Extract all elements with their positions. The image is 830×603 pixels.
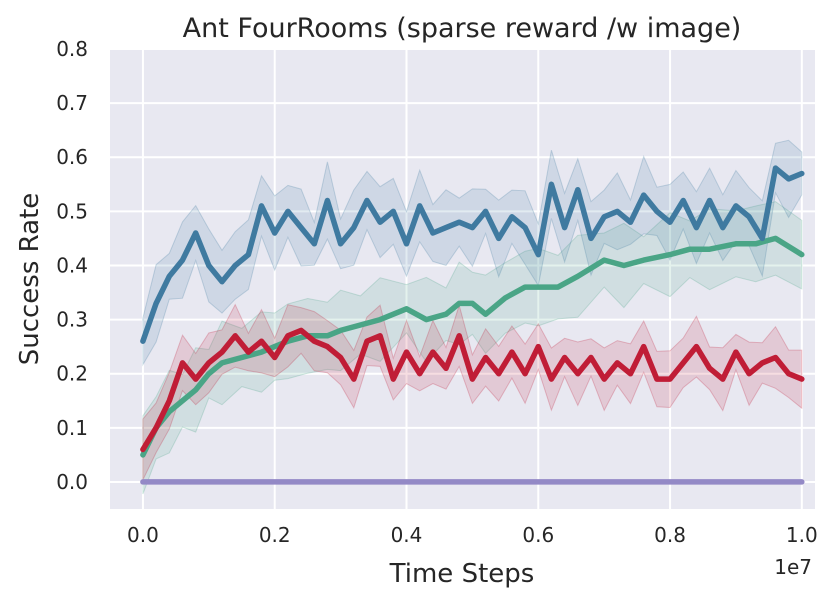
series-2-band — [142, 303, 803, 481]
y-tick-label: 0.6 — [56, 145, 88, 169]
x-tick-label: 0.4 — [391, 523, 423, 547]
y-tick-label: 0.1 — [56, 416, 88, 440]
series-2-line — [140, 327, 805, 453]
x-tick-label: 1.0 — [786, 523, 818, 547]
grid-lines — [110, 48, 815, 509]
x-tick-label: 0.2 — [259, 523, 291, 547]
x-tick-label: 0.6 — [522, 523, 554, 547]
y-tick-label: 0.0 — [56, 470, 88, 494]
y-tick-label: 0.7 — [56, 91, 88, 115]
y-tick-label: 0.4 — [56, 253, 88, 277]
y-tick-label: 0.3 — [56, 308, 88, 332]
series-3-line — [140, 165, 805, 344]
y-tick-label: 0.2 — [56, 362, 88, 386]
series-1-line — [140, 235, 805, 458]
y-tick-label: 0.5 — [56, 199, 88, 223]
series-lines — [140, 165, 805, 485]
x-axis-title: Time Steps — [389, 559, 535, 589]
chart-title: Ant FourRooms (sparse reward /w image) — [183, 13, 742, 44]
y-tick-label: 0.8 — [56, 37, 88, 61]
confidence-bands — [142, 139, 803, 495]
tick-labels: 0.0 0.2 0.4 0.6 0.8 1.0 0.0 0.1 0.2 0.3 0.4 0.5 0.6 0… — [56, 37, 818, 547]
series-1-band — [142, 201, 803, 495]
y-axis-title: Success Rate — [15, 193, 45, 366]
x-tick-label: 0.0 — [127, 523, 159, 547]
x-axis-offset-label: 1e7 — [774, 555, 812, 579]
series-3-band — [142, 139, 803, 367]
x-tick-label: 0.8 — [654, 523, 686, 547]
